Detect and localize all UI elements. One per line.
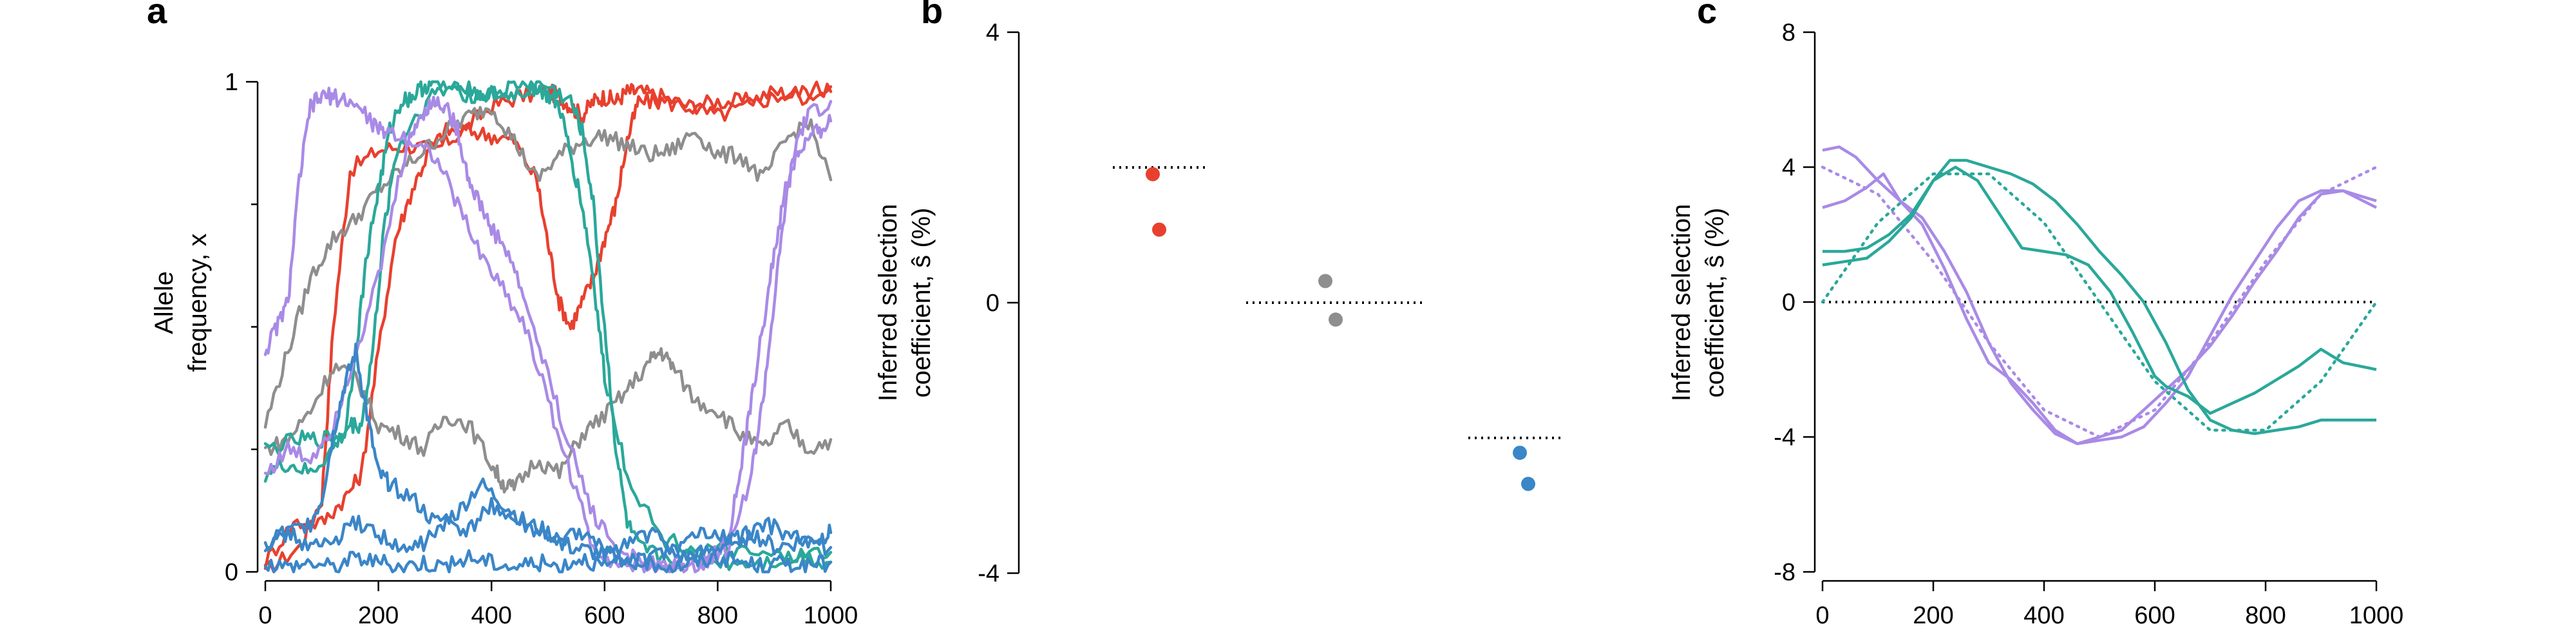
panel-b-ytick-label: 0 [986, 290, 999, 317]
panel-c-ytick-label: 0 [1782, 289, 1795, 316]
panel-b-letter: b [921, 0, 943, 31]
panel-a-series-purple-7 [263, 95, 833, 574]
panel-c-series-teal-3 [1823, 166, 2377, 415]
panel-c-letter: c [1697, 0, 1717, 31]
panel-a-xtick-label: 800 [697, 602, 738, 629]
panel-b-axes: -4 0 4 [978, 19, 1020, 587]
panel-a-xtick-label: 1000 [804, 602, 858, 629]
panel-c-series-purple-0 [1822, 145, 2377, 446]
panel-a-series-gray-2 [263, 106, 833, 429]
panel-a-series-teal-4 [263, 80, 833, 571]
panel-c-ytick-label: -8 [1774, 559, 1795, 586]
panel-a-series-group [263, 80, 833, 574]
panel-a-ylabel: Allele frequency, x [150, 234, 212, 372]
panel-a-series-blue-9 [263, 497, 833, 560]
panel-c: c Inferred selection coefficient, ŝ (%) … [1667, 0, 2403, 629]
panel-c-ytick-label: -4 [1774, 424, 1795, 451]
panel-b-point-gray-0 [1318, 274, 1332, 289]
panel-b-ylabel: Inferred selection coefficient, ŝ (%) [874, 204, 936, 402]
panel-c-series-teal-2 [1822, 158, 2376, 435]
panel-b-point-blue-1 [1521, 477, 1535, 491]
panel-a-ylabel-line1: Allele [150, 271, 178, 334]
panel-a-xtick-label: 0 [258, 602, 272, 629]
panel-a-series-red-1 [263, 80, 833, 571]
panel-b-point-blue-0 [1513, 446, 1527, 460]
panel-a-ytick-label: 1 [225, 69, 238, 96]
panel-b-ytick-label: -4 [978, 560, 999, 587]
panel-c-true-curve-teal [1821, 172, 2378, 432]
panel-c-xtick-label: 0 [1815, 602, 1829, 629]
panel-a-xtick-label: 600 [584, 602, 625, 629]
panel-c-axes: -8 -4 0 4 8 0 200 400 600 800 1000 [1774, 19, 2403, 629]
panel-c-ylabel: Inferred selection coefficient, ŝ (%) [1667, 204, 1729, 402]
panel-a-ytick-label: 0 [225, 559, 238, 586]
panel-c-xtick-label: 1000 [2349, 602, 2404, 629]
panel-b-point-red-0 [1146, 167, 1160, 182]
panel-b-marks [1113, 166, 1562, 491]
panel-a-series-purple-6 [263, 86, 833, 574]
panel-c-xtick-label: 600 [2134, 602, 2175, 629]
panel-a-letter: a [147, 0, 167, 31]
panel-a-axes: 0 1 0 200 400 600 800 1000 [225, 69, 858, 629]
panel-a-series-gray-3 [263, 347, 833, 494]
panel-b: b Inferred selection coefficient, ŝ (%) … [874, 0, 1562, 587]
panel-a-series-teal-5 [263, 80, 833, 566]
panel-c-ylabel-line2: coefficient, ŝ (%) [1701, 208, 1729, 398]
panel-c-xtick-label: 200 [1913, 602, 1953, 629]
panel-b-point-gray-1 [1329, 312, 1343, 327]
panel-c-ytick-label: 4 [1782, 155, 1795, 182]
panel-a-series-blue-8 [263, 342, 833, 568]
panel-a-ylabel-line2: frequency, x [184, 234, 212, 372]
panel-a-series-red-0 [263, 82, 833, 574]
panel-c-ytick-label: 8 [1782, 19, 1795, 46]
panel-a: a Allele frequency, x 0 1 0 200 400 600 800 100… [147, 0, 858, 629]
panel-c-xtick-label: 800 [2245, 602, 2286, 629]
panel-b-ylabel-line2: coefficient, ŝ (%) [907, 208, 936, 398]
panel-b-ylabel-line1: Inferred selection [874, 204, 902, 402]
panel-a-xtick-label: 400 [471, 602, 511, 629]
panel-c-series-purple-1 [1822, 172, 2378, 446]
panel-c-marks [1821, 145, 2378, 446]
panel-b-point-red-1 [1152, 222, 1166, 237]
panel-a-series-blue-10 [263, 549, 833, 574]
panel-c-xtick-label: 400 [2023, 602, 2064, 629]
panel-c-ylabel-line1: Inferred selection [1667, 204, 1696, 402]
panel-b-ytick-label: 4 [986, 19, 999, 46]
panel-a-xtick-label: 200 [358, 602, 399, 629]
